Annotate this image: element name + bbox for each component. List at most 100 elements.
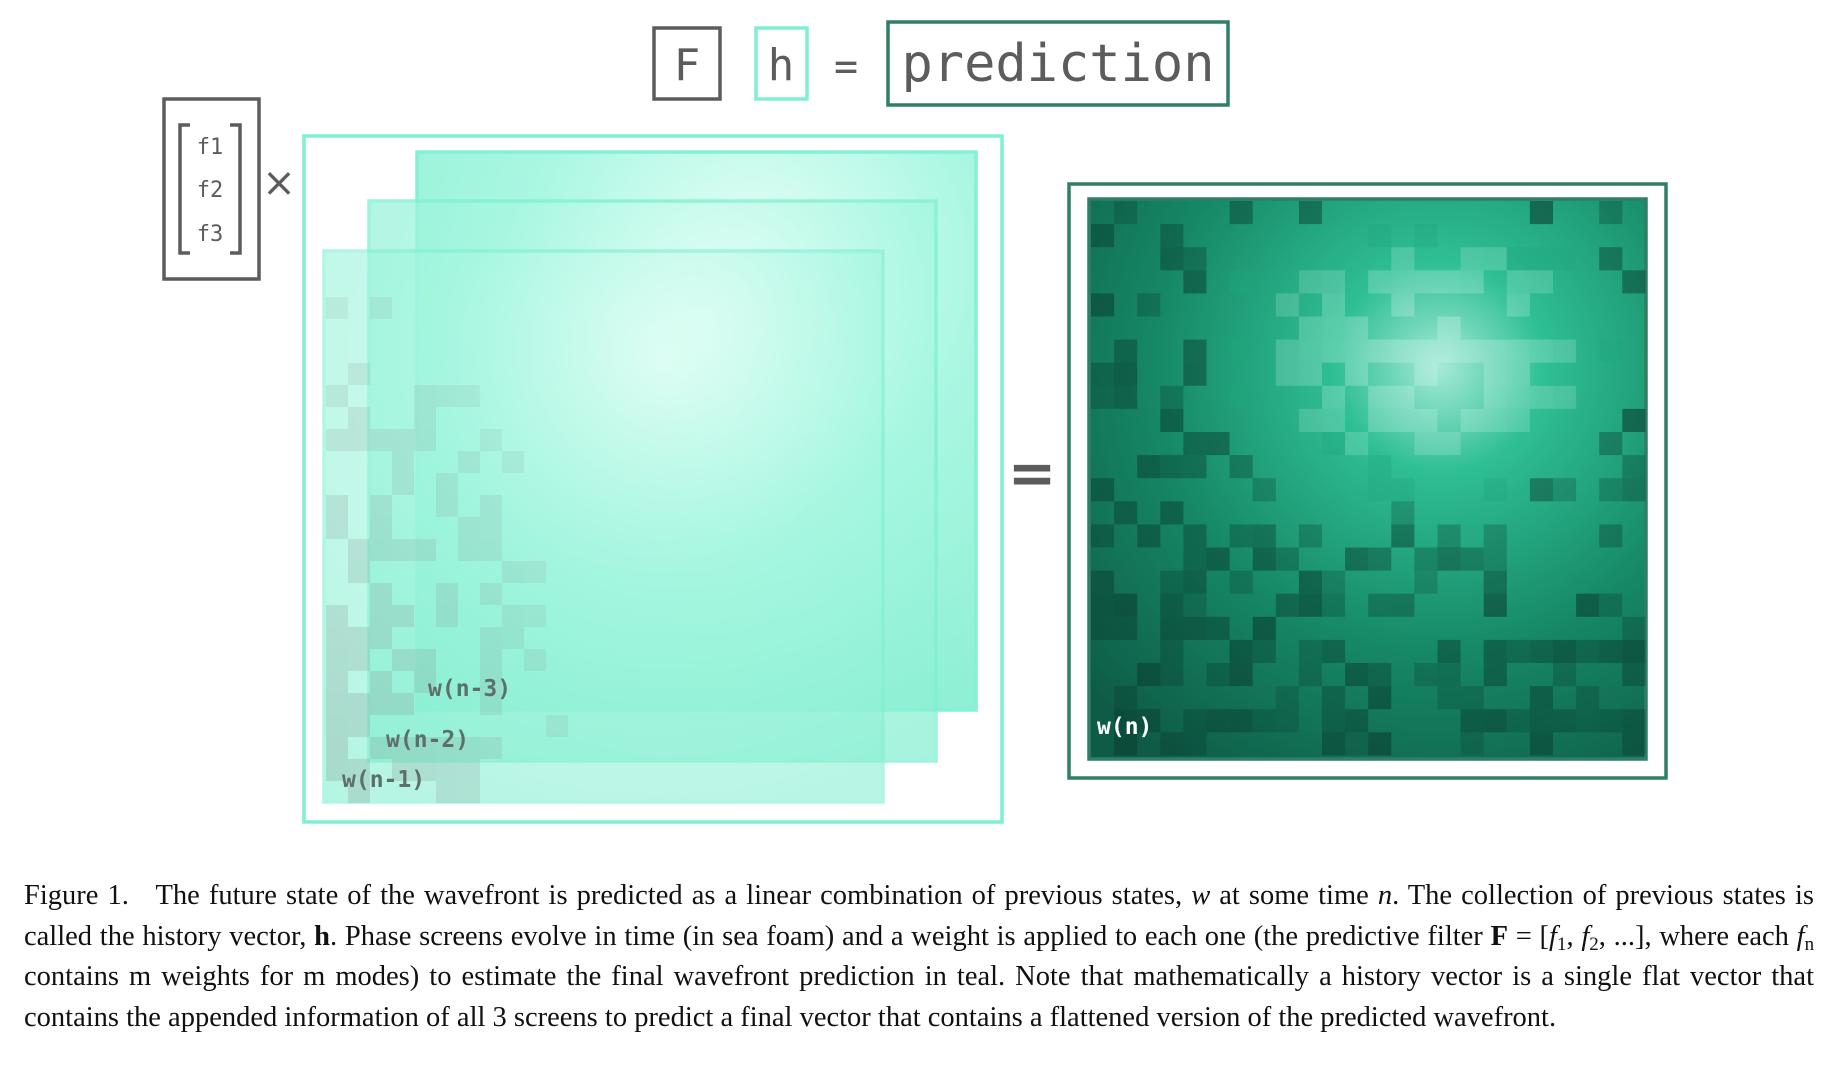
output-pixel (1137, 455, 1161, 479)
output-pixel (1529, 732, 1553, 756)
output-pixel (1091, 570, 1115, 594)
output-pixel (1322, 316, 1346, 340)
output-pixel (1599, 709, 1623, 733)
output-pixel (1345, 709, 1369, 733)
output-pixel (1252, 478, 1276, 502)
output-pixel (1114, 501, 1138, 525)
output-pixel (1137, 293, 1161, 317)
output-pixel (1252, 709, 1276, 733)
output-pixel (1298, 570, 1322, 594)
output-pixel (1529, 709, 1553, 733)
output-pixel (1137, 709, 1161, 733)
output-pixel (1529, 339, 1553, 363)
output-pixel (1206, 547, 1230, 571)
output-pixel (1368, 547, 1392, 571)
output-pixel (1091, 385, 1115, 409)
caption-text-5: = [ (1515, 920, 1550, 952)
frame-shadow-pixel (480, 693, 502, 715)
output-pixel (1368, 455, 1392, 479)
output-pixel (1252, 524, 1276, 548)
output-pixel (1368, 270, 1392, 294)
frame-shadow-pixel (392, 473, 414, 495)
output-pixel (1460, 686, 1484, 710)
history-symbol-box (754, 26, 809, 101)
output-pixel (1414, 224, 1438, 248)
output-pixel (1529, 478, 1553, 502)
frame-shadow-pixel (436, 495, 458, 517)
output-pixel (1576, 686, 1600, 710)
caption-sub-n: n (1804, 933, 1815, 955)
label-w-n-2: w(n-2) (386, 727, 469, 753)
filter-symbol-box (652, 26, 722, 101)
output-pixel (1229, 570, 1253, 594)
frame-shadow-pixel (480, 539, 502, 561)
output-pixel (1275, 547, 1299, 571)
output-pixel (1137, 663, 1161, 687)
output-pixel (1229, 270, 1253, 294)
output-pixel (1391, 339, 1415, 363)
filter-item-f3: f3 (197, 222, 224, 247)
frame-shadow-pixel (436, 781, 458, 803)
times-sign: × (262, 160, 296, 206)
output-pixel (1275, 593, 1299, 617)
frame-shadow-pixel (326, 737, 348, 759)
output-pixel (1298, 663, 1322, 687)
caption-text-7: contains m weights for m modes) to estim… (24, 961, 1814, 1033)
caption-text-3: The collection of previous states is cal… (24, 880, 1814, 952)
frame-shadow-pixel (502, 627, 524, 649)
caption-w: w (1191, 880, 1211, 911)
filter-vector: f1 f2 f3 × (162, 97, 296, 281)
frame-shadow-pixel (524, 561, 546, 583)
output-pixel (1183, 270, 1207, 294)
frame-shadow-pixel (348, 693, 370, 715)
frame-shadow-pixel (348, 407, 370, 429)
output-pixel (1160, 385, 1184, 409)
frame-shadow-pixel (370, 671, 392, 693)
output-pixel (1622, 408, 1646, 432)
frame-shadow-pixel (326, 385, 348, 407)
output-pixel (1460, 547, 1484, 571)
frame-shadow-pixel (326, 759, 348, 781)
frame-shadow-pixel (370, 429, 392, 451)
output-pixel (1183, 593, 1207, 617)
output-pixel (1114, 385, 1138, 409)
output-pixel (1160, 593, 1184, 617)
frame-shadow-pixel (414, 539, 436, 561)
output-pixel (1298, 639, 1322, 663)
output-pixel (1229, 385, 1253, 409)
frame-shadow-pixel (480, 737, 502, 759)
output-pixel (1506, 339, 1530, 363)
output-pixel (1460, 339, 1484, 363)
frame-shadow-pixel (458, 781, 480, 803)
output-pixel (1622, 709, 1646, 733)
output-pixel (1391, 270, 1415, 294)
frame-shadow-pixel (414, 737, 436, 759)
output-pixel (1298, 270, 1322, 294)
frame-shadow-pixel (502, 605, 524, 627)
frame-shadow-pixel (326, 605, 348, 627)
output-pixel (1322, 432, 1346, 456)
output-pixel (1414, 432, 1438, 456)
output-pixel (1437, 639, 1461, 663)
output-pixel (1229, 339, 1253, 363)
frame-shadow-pixel (326, 517, 348, 539)
output-pixel (1322, 686, 1346, 710)
frame-shadow-pixel (326, 627, 348, 649)
caption-text-1: The future state of the wavefront is pre… (155, 880, 1183, 911)
diagram-svg: F h = prediction f1 f2 f3 × w (162, 20, 1668, 824)
output-pixel (1160, 224, 1184, 248)
frame-shadow-pixel (326, 693, 348, 715)
output-pixel (1483, 639, 1507, 663)
output-pixel (1576, 593, 1600, 617)
output-pixel (1114, 732, 1138, 756)
output-pixel (1322, 593, 1346, 617)
output-pixel (1622, 616, 1646, 640)
output-pixel (1553, 385, 1577, 409)
output-pixel (1460, 270, 1484, 294)
output-pixel (1599, 593, 1623, 617)
output-pixel (1160, 616, 1184, 640)
output-pixel (1391, 478, 1415, 502)
output-equals: = (1008, 439, 1057, 507)
output-pixel (1483, 385, 1507, 409)
output-pixel (1437, 316, 1461, 340)
